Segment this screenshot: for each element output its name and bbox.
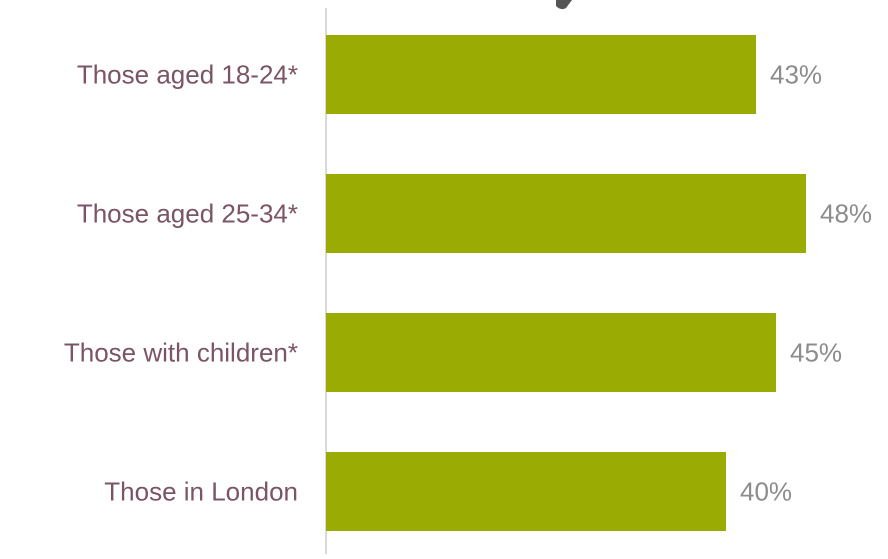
value-label: 43% bbox=[770, 60, 822, 90]
bars-group: Those aged 18-24* 43% Those aged 25-34* 48%… bbox=[64, 35, 872, 531]
bar bbox=[326, 174, 806, 253]
value-label: 48% bbox=[820, 199, 872, 229]
category-label: Those aged 18-24* bbox=[77, 60, 298, 90]
bar bbox=[326, 452, 726, 531]
category-label: Those aged 25-34* bbox=[77, 199, 298, 229]
category-label: Those with children* bbox=[64, 338, 298, 368]
category-label: Those in London bbox=[104, 477, 298, 507]
value-label: 40% bbox=[740, 477, 792, 507]
chart-title-fragment bbox=[556, 0, 572, 10]
value-label: 45% bbox=[790, 338, 842, 368]
bar bbox=[326, 35, 756, 114]
bar bbox=[326, 313, 776, 392]
